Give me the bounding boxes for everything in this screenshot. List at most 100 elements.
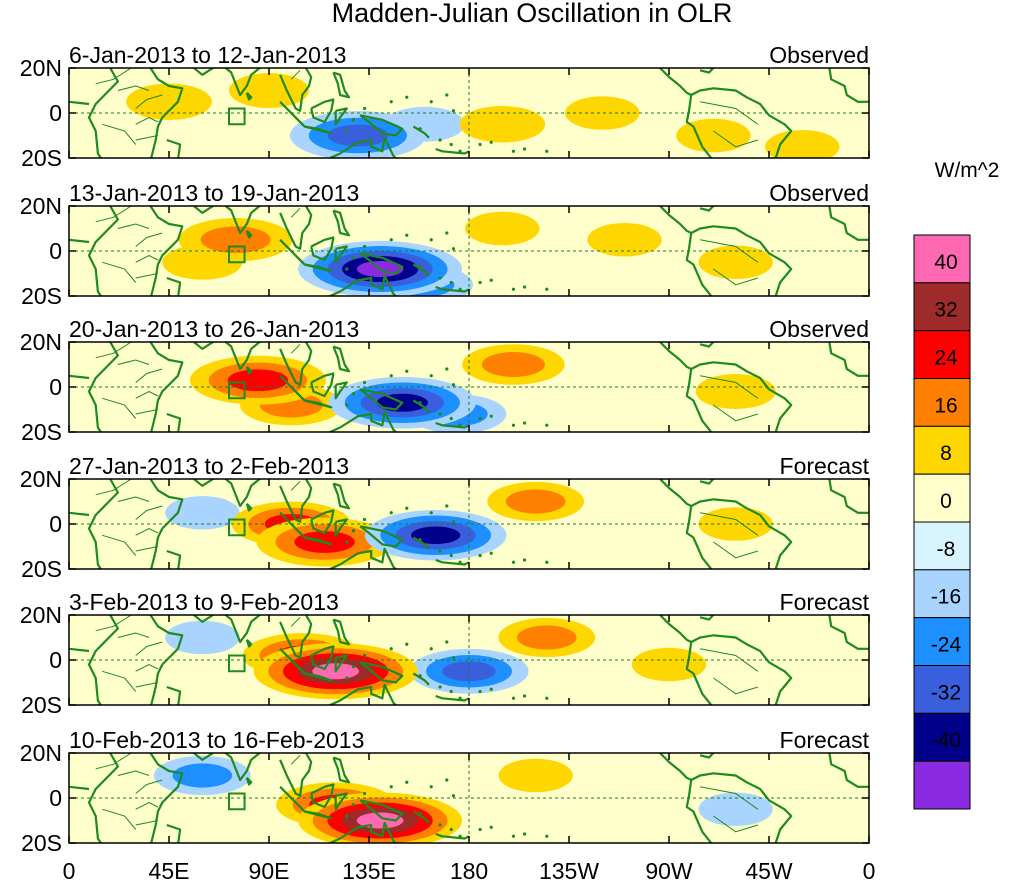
- coastline: [166, 549, 182, 569]
- anomaly-contour: [698, 792, 773, 827]
- island: [511, 423, 516, 427]
- island: [418, 812, 422, 816]
- border-line: [135, 368, 163, 383]
- island: [351, 256, 356, 260]
- coastline: [245, 92, 253, 101]
- panel-status-label: Observed: [769, 316, 869, 342]
- y-tick-label: 20N: [20, 740, 62, 766]
- colorbar-label: 16: [934, 394, 957, 417]
- coastlines: [69, 342, 869, 432]
- border-line: [135, 390, 159, 399]
- y-tick-label: 20N: [20, 602, 62, 628]
- coastline: [327, 683, 398, 705]
- coastline: [192, 342, 262, 371]
- coastline: [87, 479, 120, 569]
- region-box: [228, 107, 246, 126]
- island: [418, 538, 422, 542]
- coastline: [245, 366, 253, 375]
- border-line: [713, 404, 759, 422]
- border-line: [135, 94, 163, 109]
- island: [478, 553, 482, 558]
- island: [438, 276, 442, 280]
- border-line: [700, 375, 759, 399]
- island: [489, 414, 493, 418]
- region-box: [228, 245, 246, 264]
- y-tick-label: 20N: [20, 55, 62, 81]
- coastline: [658, 479, 793, 569]
- coastline: [334, 245, 348, 264]
- coastline: [828, 615, 869, 650]
- island: [429, 511, 433, 515]
- border-line: [95, 753, 132, 770]
- anomaly-contour: [165, 620, 240, 655]
- border-line: [102, 123, 137, 145]
- island: [478, 416, 482, 421]
- coastline: [685, 779, 713, 843]
- y-tick-label: 20N: [20, 193, 62, 219]
- island: [449, 827, 453, 832]
- island: [445, 504, 449, 508]
- border-line: [290, 343, 301, 354]
- coastline: [332, 482, 351, 510]
- border-line: [135, 505, 163, 520]
- coastline: [699, 479, 715, 485]
- border-line: [700, 648, 759, 672]
- coastline: [658, 206, 793, 296]
- coastline: [148, 206, 184, 296]
- border-line: [135, 641, 163, 656]
- coastline: [359, 114, 404, 137]
- panel-status-label: Forecast: [780, 727, 870, 753]
- border-line: [102, 534, 137, 556]
- coastline: [332, 618, 351, 646]
- coastline: [658, 615, 793, 705]
- island: [429, 647, 433, 651]
- island: [522, 147, 527, 151]
- colorbar-swatch: [913, 712, 971, 762]
- panels-group: 20N 0 20S 6-Jan-2013 to 12-Jan-2013 Observed…: [20, 42, 870, 856]
- island: [545, 696, 549, 700]
- island: [489, 140, 493, 144]
- panel-period-label: 10-Feb-2013 to 16-Feb-2013: [69, 727, 364, 753]
- coastline: [192, 68, 262, 97]
- coastline: [310, 783, 335, 809]
- border-line: [135, 409, 158, 415]
- coastline: [310, 645, 335, 671]
- anomaly-field: [69, 206, 869, 296]
- border-line: [135, 273, 158, 279]
- island: [345, 267, 349, 271]
- border-line: [713, 541, 759, 559]
- border-line: [135, 135, 158, 141]
- coastline: [699, 615, 715, 621]
- panel-2: 20N 0 20S 13-Jan-2013 to 19-Jan-2013 Observe…: [20, 180, 870, 309]
- coastline: [148, 615, 184, 705]
- coastline: [359, 525, 404, 548]
- coastline: [279, 615, 313, 659]
- colorbar-swatch: [913, 521, 971, 571]
- island: [545, 287, 549, 291]
- border-line: [290, 480, 301, 491]
- x-tick-label: 90E: [249, 858, 290, 884]
- island: [522, 285, 527, 289]
- island: [451, 520, 456, 524]
- coastline: [699, 68, 715, 74]
- border-line: [290, 69, 301, 80]
- island: [351, 529, 356, 533]
- island: [545, 560, 549, 564]
- border-line: [135, 546, 158, 552]
- anomaly-contour: [481, 352, 545, 377]
- anomaly-field: [69, 615, 869, 705]
- coastline: [304, 399, 333, 409]
- anomaly-contour: [172, 763, 233, 788]
- x-tick-label: 135E: [342, 858, 396, 884]
- island: [449, 416, 453, 421]
- island: [351, 665, 356, 669]
- coastline: [412, 672, 430, 686]
- y-tick-label: 20S: [21, 692, 62, 718]
- border-line: [290, 754, 301, 765]
- island: [389, 511, 393, 515]
- border-line: [95, 68, 132, 85]
- anomaly-contour: [587, 222, 662, 257]
- island: [418, 127, 422, 131]
- island: [458, 560, 462, 564]
- x-tick-label: 90W: [645, 858, 693, 884]
